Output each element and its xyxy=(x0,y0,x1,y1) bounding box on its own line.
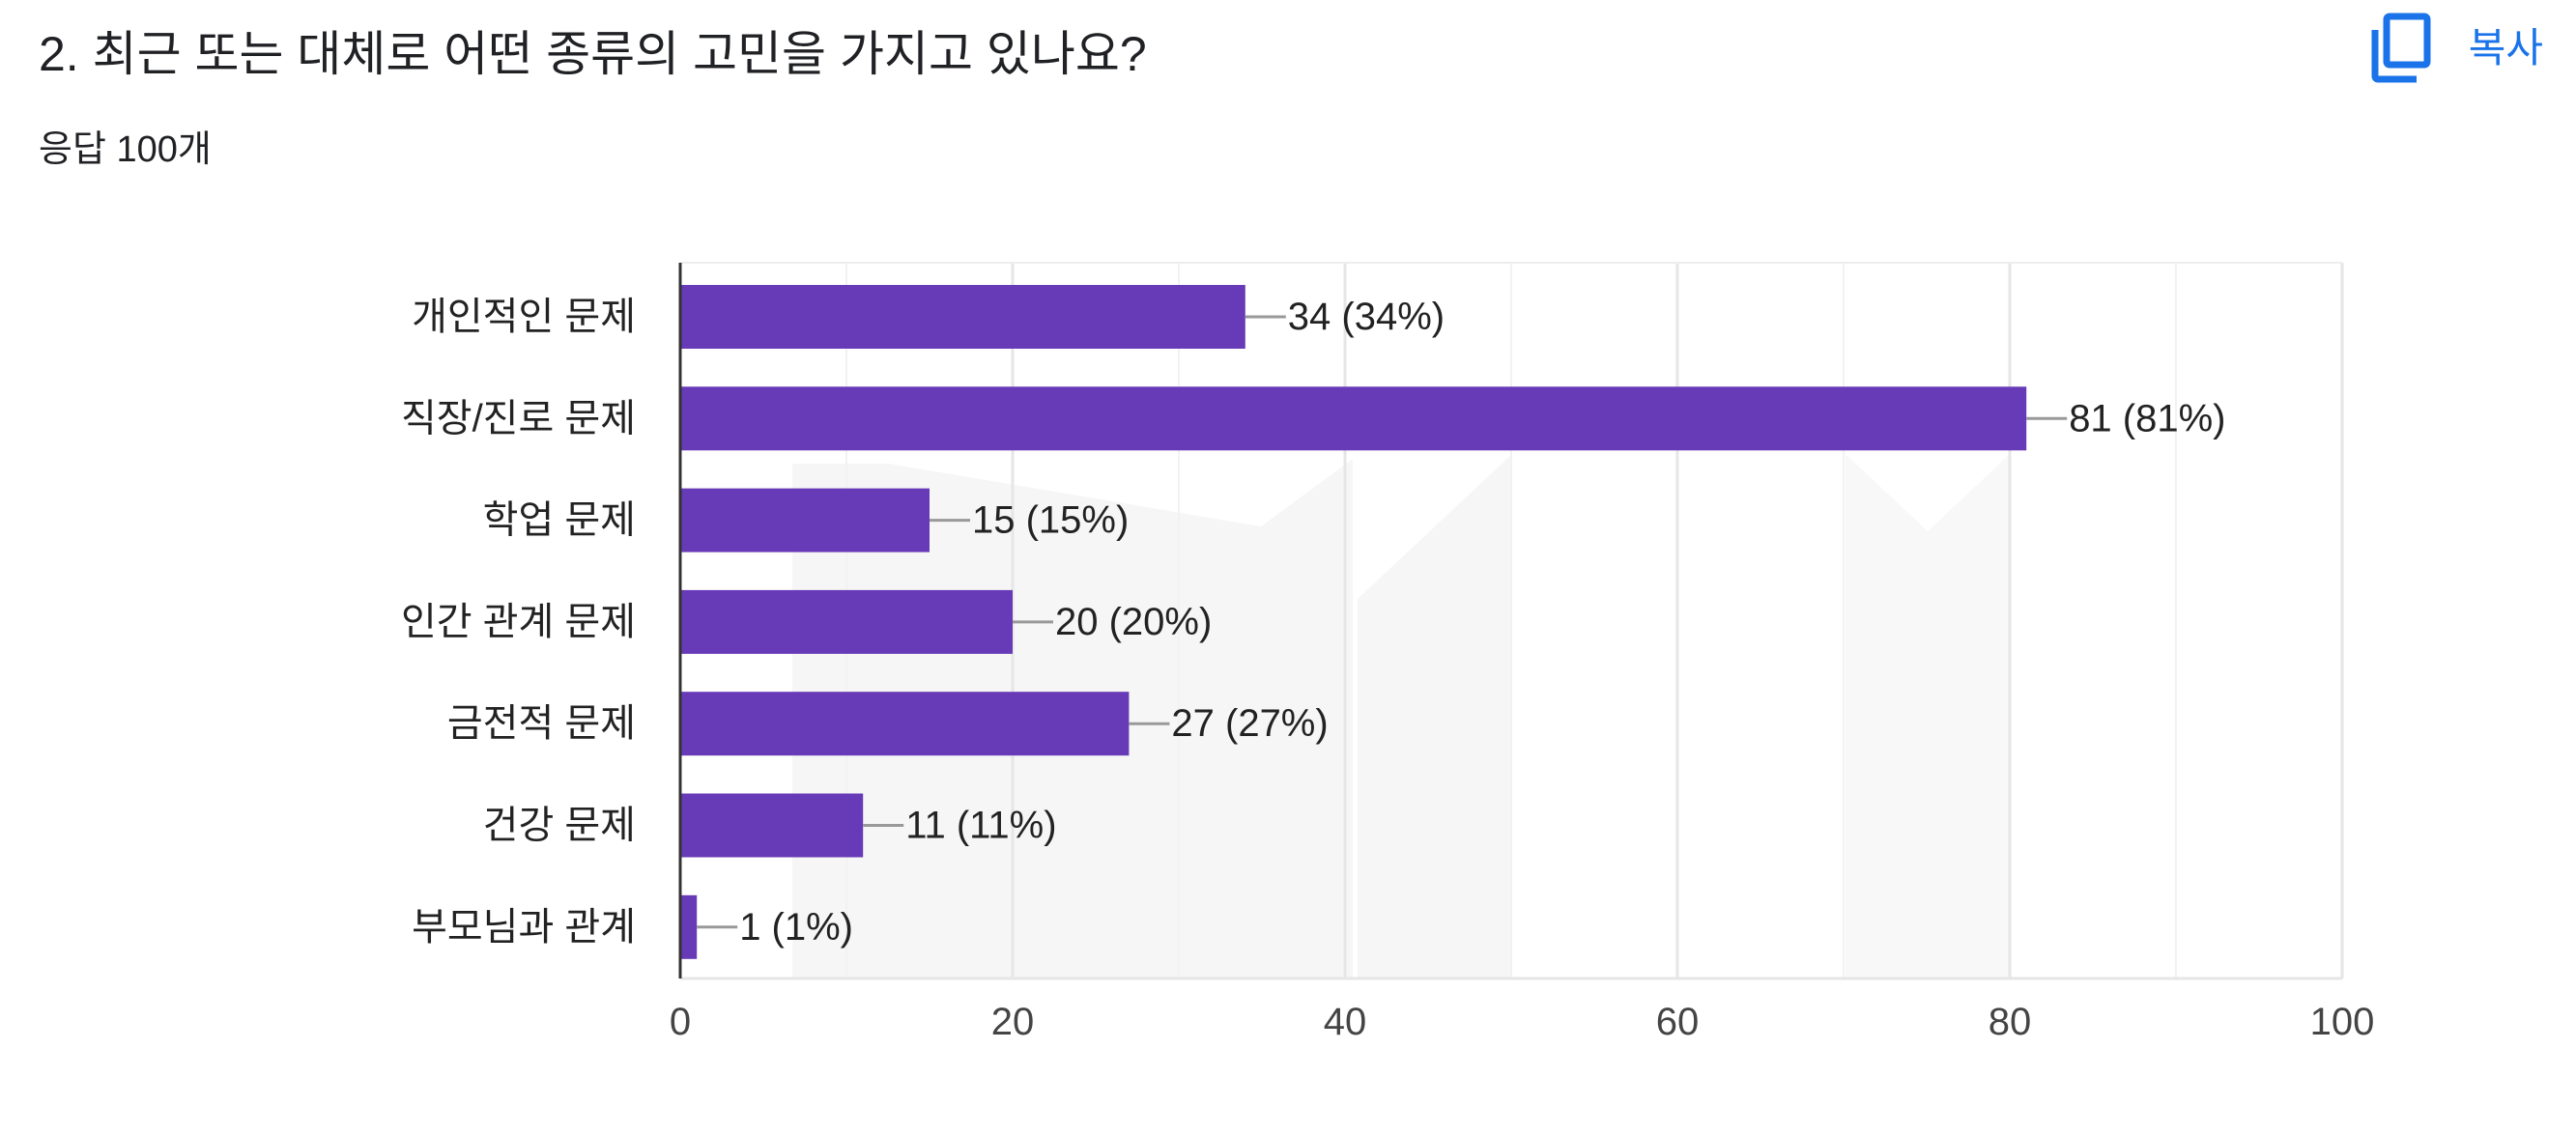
x-tick-label: 80 xyxy=(1989,1001,2032,1043)
bar xyxy=(680,589,1013,654)
watermark-shape xyxy=(1846,454,2010,978)
bar xyxy=(680,488,930,553)
bar xyxy=(680,894,698,959)
bar xyxy=(680,793,864,858)
tick-labels: 0 20 40 60 80 100 xyxy=(670,1001,2375,1043)
data-label: 1 (1%) xyxy=(739,906,853,949)
data-label: 34 (34%) xyxy=(1288,296,1445,338)
data-label: 20 (20%) xyxy=(1055,601,1212,643)
watermark-shape xyxy=(1358,454,1512,978)
bars xyxy=(680,285,2027,959)
x-tick-label: 100 xyxy=(2310,1001,2375,1043)
leader-lines xyxy=(697,315,2068,929)
x-tick-label: 20 xyxy=(991,1001,1035,1043)
bar xyxy=(680,692,1130,756)
category-label: 개인적인 문제 xyxy=(412,296,636,338)
category-label: 건강 문제 xyxy=(483,805,636,847)
data-label: 81 (81%) xyxy=(2069,397,2225,439)
data-label: 11 (11%) xyxy=(905,805,1056,847)
data-label: 27 (27%) xyxy=(1171,702,1328,745)
bar xyxy=(680,285,1245,349)
category-label: 학업 문제 xyxy=(483,499,636,542)
bar xyxy=(680,386,2027,451)
x-tick-label: 60 xyxy=(1656,1001,1700,1043)
value-labels: 34 (34%) 81 (81%) 15 (15%) 20 (20%) 27 (27%)… xyxy=(739,296,2225,949)
x-tick-label: 0 xyxy=(670,1001,691,1043)
copy-label: 복사 xyxy=(2468,25,2543,71)
category-label: 부모님과 관계 xyxy=(412,906,636,949)
category-label: 금전적 문제 xyxy=(447,702,636,745)
gridlines xyxy=(680,262,2344,980)
response-count: 응답 100개 xyxy=(39,129,212,170)
copy-icon xyxy=(2371,13,2431,83)
category-label: 직장/진로 문제 xyxy=(401,397,636,439)
copy-button[interactable]: 복사 xyxy=(2368,10,2543,87)
category-label: 인간 관계 문제 xyxy=(401,601,636,643)
question-title: 2. 최근 또는 대체로 어떤 종류의 고민을 가지고 있나요? xyxy=(39,27,1147,81)
data-label: 15 (15%) xyxy=(972,499,1129,542)
x-tick-label: 40 xyxy=(1324,1001,1367,1043)
